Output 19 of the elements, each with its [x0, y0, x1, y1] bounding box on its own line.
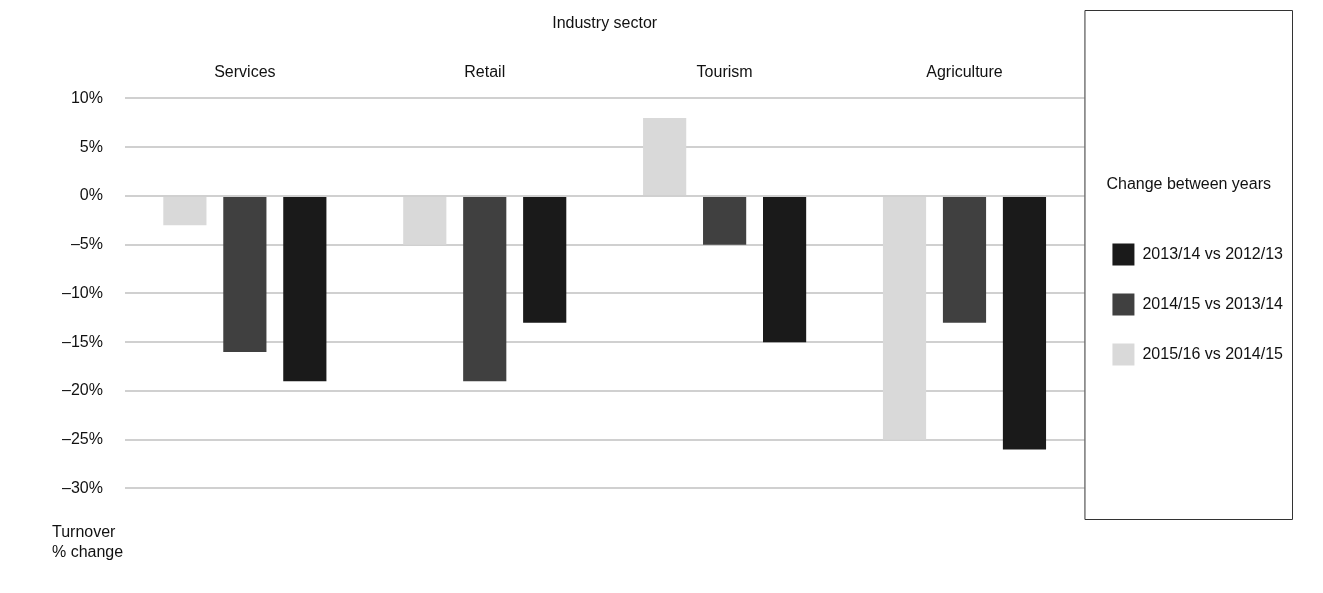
legend-label: 2015/16 vs 2014/15 [1142, 345, 1284, 363]
y-tick-label: 10% [70, 88, 103, 106]
x-tick-label: Agriculture [926, 63, 1003, 81]
legend-label: 2014/15 vs 2013/14 [1142, 295, 1284, 313]
y-tick-label: –5% [70, 235, 103, 253]
x-axis-title: Industry sector [552, 14, 658, 32]
x-tick-label: Services [214, 63, 276, 81]
x-tick-label: Retail [464, 63, 506, 81]
y-tick-label: –25% [62, 430, 103, 448]
y-tick-label: 5% [79, 137, 103, 155]
y-tick-label: 0% [79, 186, 103, 204]
legend-label: 2013/14 vs 2012/13 [1142, 245, 1284, 263]
y-tick-label: –10% [62, 283, 103, 301]
legend-title: Change between years [1106, 174, 1271, 192]
x-tick-label: Tourism [696, 63, 753, 81]
y-tick-label: –30% [62, 478, 103, 496]
y-tick-label: –20% [62, 381, 103, 399]
y-tick-label: –15% [62, 332, 103, 350]
y-axis-title: Turnover % change [52, 522, 125, 562]
